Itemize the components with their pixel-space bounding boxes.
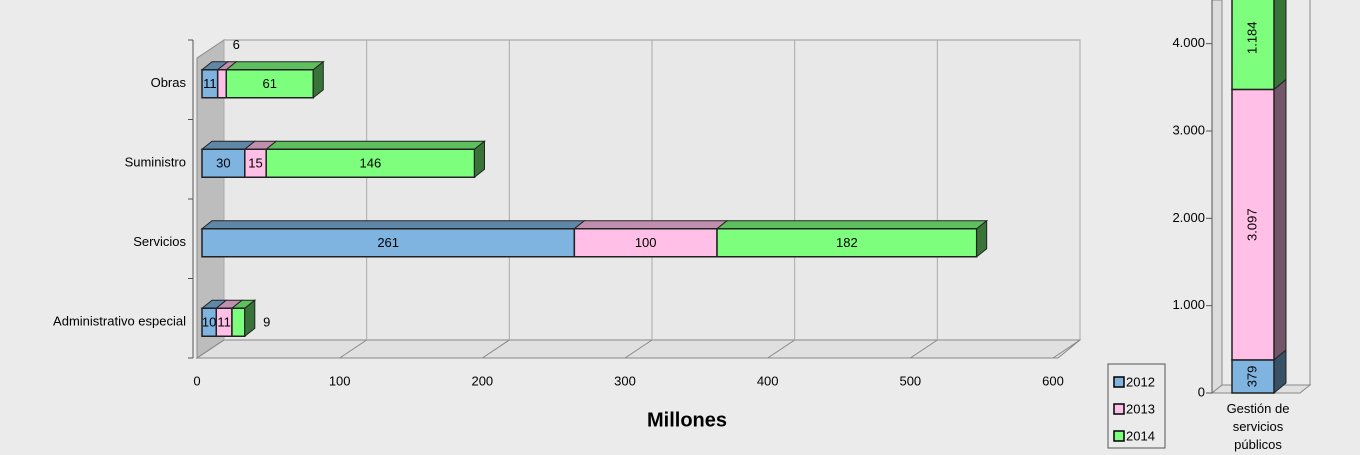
legend-swatch bbox=[1113, 376, 1125, 388]
y-tick-label: Obras bbox=[151, 75, 187, 90]
bar bbox=[225, 69, 315, 99]
bar-side bbox=[1273, 78, 1287, 361]
legend-label: 2013 bbox=[1126, 401, 1155, 416]
y-tick-label: Servicios bbox=[133, 234, 186, 249]
data-label: 3.097 bbox=[1244, 208, 1259, 241]
y-tick-label: 3.000 bbox=[1172, 122, 1205, 137]
legend-label: 2014 bbox=[1126, 428, 1155, 443]
data-label: 6 bbox=[233, 37, 240, 52]
bar bbox=[201, 228, 576, 258]
y-tick-label: Administrativo especial bbox=[53, 314, 186, 329]
y-tick-label: 4.000 bbox=[1172, 35, 1205, 50]
plot: 0 1.000 2.000 3.000 4.000 379 3.097 1.184 bbox=[1172, 0, 1312, 399]
data-label: 9 bbox=[263, 315, 270, 330]
x-tick-label: 600 bbox=[1042, 373, 1064, 388]
grid-line bbox=[196, 339, 225, 359]
data-label: 10 bbox=[202, 315, 216, 330]
data-label: 100 bbox=[635, 235, 657, 250]
bar bbox=[1231, 88, 1275, 361]
bar-side bbox=[244, 299, 256, 338]
grid-line bbox=[1052, 339, 1081, 359]
bar-top bbox=[224, 61, 325, 71]
grid-line bbox=[910, 339, 938, 359]
bar-top bbox=[264, 140, 486, 150]
x-tick-label: 500 bbox=[899, 373, 921, 388]
side-wall bbox=[1211, 0, 1223, 395]
bar bbox=[201, 148, 246, 178]
grid-line bbox=[767, 339, 795, 359]
bar-side bbox=[473, 140, 485, 179]
data-label: 182 bbox=[836, 235, 858, 250]
legend-swatch bbox=[1113, 430, 1125, 442]
grid-line bbox=[624, 339, 653, 359]
x-tick-label: Gestión de servicios públicos bbox=[1226, 401, 1290, 452]
y-tick-label: Suministro bbox=[125, 155, 186, 170]
y-tick-label: 0 bbox=[1198, 384, 1205, 399]
data-label: 146 bbox=[359, 156, 381, 171]
bar bbox=[231, 307, 246, 337]
legend-label: 2012 bbox=[1126, 374, 1155, 389]
y-tick-label: 1.000 bbox=[1172, 297, 1205, 312]
x-tick-label: 100 bbox=[329, 373, 351, 388]
data-label: 1.184 bbox=[1244, 21, 1259, 54]
grid-line bbox=[482, 339, 510, 359]
data-label: 61 bbox=[263, 76, 277, 91]
data-label: 11 bbox=[203, 76, 217, 91]
bar bbox=[716, 228, 978, 258]
data-label: 379 bbox=[1244, 366, 1259, 388]
y-tick-label: 2.000 bbox=[1172, 210, 1205, 225]
bar bbox=[216, 69, 228, 99]
x-tick-label: 200 bbox=[471, 373, 493, 388]
bar-side bbox=[1273, 0, 1287, 91]
bar bbox=[1231, 0, 1275, 91]
x-tick-label: 300 bbox=[614, 373, 636, 388]
data-label: 11 bbox=[217, 315, 231, 330]
bar-top bbox=[200, 220, 586, 230]
x-axis-title: Millones bbox=[647, 409, 727, 431]
bar-side bbox=[976, 219, 988, 258]
data-label: 15 bbox=[248, 156, 262, 171]
x-tick-label: 400 bbox=[757, 373, 779, 388]
bar-side bbox=[312, 60, 324, 99]
legend-swatch bbox=[1113, 403, 1125, 415]
x-tick-label: 0 bbox=[193, 373, 200, 388]
data-label: 261 bbox=[377, 235, 399, 250]
data-label: 30 bbox=[216, 156, 230, 171]
bar-top bbox=[572, 220, 729, 230]
bar-top bbox=[715, 220, 989, 230]
grid-line bbox=[339, 339, 367, 359]
